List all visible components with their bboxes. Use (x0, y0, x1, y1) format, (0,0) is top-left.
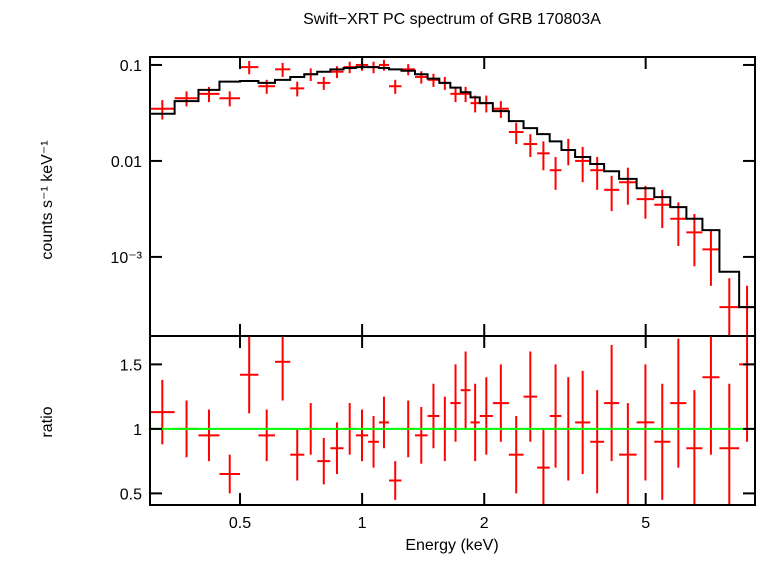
spectrum-panel (150, 59, 755, 336)
y-tick-label: 0.01 (111, 154, 142, 171)
x-tick-label: 0.5 (229, 515, 251, 532)
x-tick-label: 5 (641, 515, 650, 532)
y-tick-label: 0.5 (120, 486, 142, 503)
plot-frame (149, 335, 756, 506)
y-tick-label: 10⁻³ (110, 250, 142, 267)
y-axis-label: counts s⁻¹ keV⁻¹ (39, 140, 56, 259)
y-tick-label: 1.5 (120, 357, 142, 374)
axes: 0.1 0.01 10⁻³ 0.5 1 1.5 0.5 1 2 5 (110, 56, 756, 532)
ratio-panel (150, 336, 755, 505)
y-tick-label: 0.1 (120, 58, 142, 75)
model-line (150, 66, 755, 309)
x-axis-label: Energy (keV) (405, 537, 498, 554)
chart-title: Swift−XRT PC spectrum of GRB 170803A (303, 11, 601, 28)
x-tick-label: 2 (480, 515, 489, 532)
x-tick-label: 1 (358, 515, 367, 532)
y-axis-label: ratio (39, 406, 56, 437)
y-tick-label: 1 (133, 422, 142, 439)
